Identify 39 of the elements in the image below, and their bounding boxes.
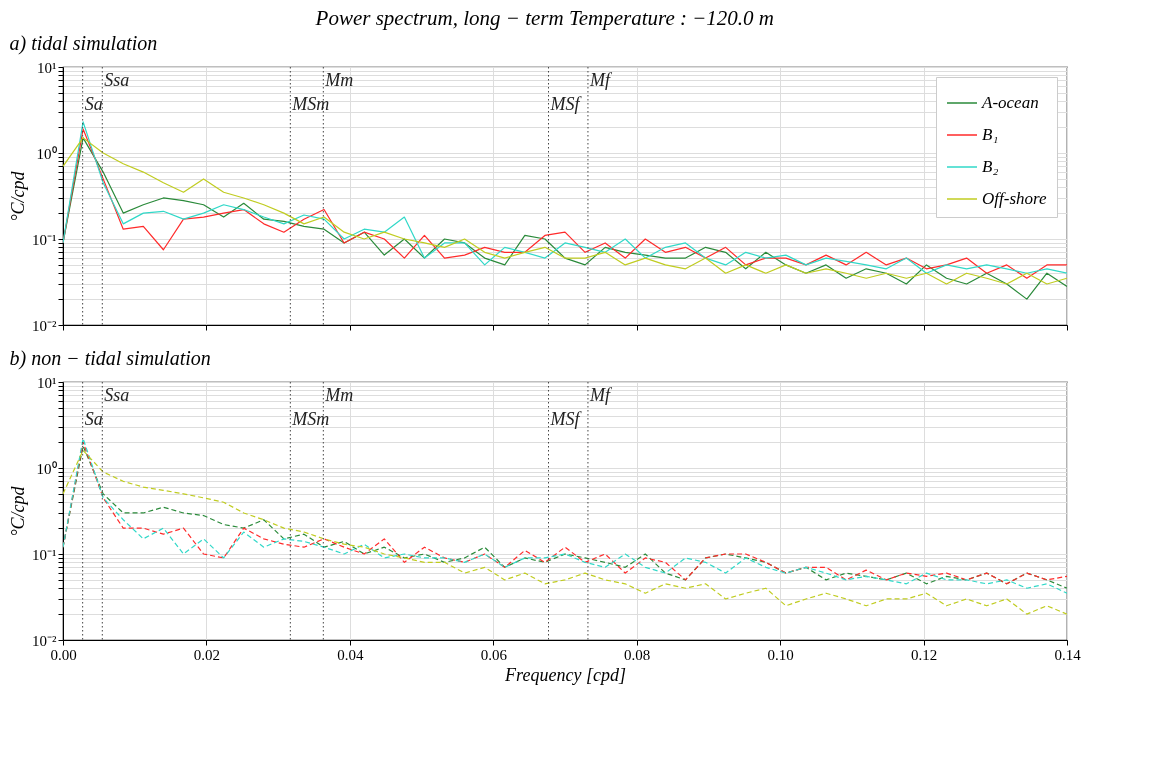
y-tick-label: 10⁰ (36, 460, 57, 477)
x-axis-title: Frequency [cpd] (504, 664, 626, 685)
x-tick-label: 0.04 (337, 646, 364, 663)
x-tick-label: 0.00 (50, 646, 77, 663)
ref-line-label: Mf (588, 70, 613, 90)
y-tick-label: 10⁻² (32, 632, 57, 649)
y-tick-label: 10⁻¹ (32, 546, 57, 563)
ref-line-label: Sa (84, 409, 103, 429)
y-axis-title: °C/cpd (8, 485, 28, 537)
y-tick-label: 10¹ (37, 374, 57, 391)
ref-line-label: MSm (291, 94, 330, 114)
legend-label: B₂ (982, 157, 999, 176)
y-tick-label: 10¹ (37, 59, 57, 76)
ref-line-label: MSm (291, 409, 330, 429)
ref-line-label: Ssa (104, 385, 130, 405)
y-axis-title: °C/cpd (8, 170, 28, 222)
ref-line-label: MSf (549, 409, 583, 429)
ref-line-label: Mm (324, 70, 354, 90)
ref-line-label: Mm (324, 385, 354, 405)
x-tick-label: 0.10 (767, 646, 794, 663)
legend-label: B₁ (982, 125, 999, 144)
x-tick-label: 0.14 (1054, 646, 1082, 663)
x-tick-label: 0.08 (624, 646, 651, 663)
line-series (63, 449, 1067, 615)
y-tick-label: 10⁻¹ (32, 231, 57, 248)
chart-subtitle: a) tidal simulation (9, 32, 158, 55)
ref-line-label: MSf (549, 94, 583, 114)
x-tick-label: 0.06 (480, 646, 508, 663)
ref-line-label: Mf (588, 385, 613, 405)
ref-line-label: Sa (84, 94, 103, 114)
y-tick-label: 10⁻² (32, 317, 57, 334)
chart-title: Power spectrum, long − term Temperature : −120.0 m (314, 6, 775, 31)
x-tick-label: 0.02 (193, 646, 221, 663)
y-tick-label: 10⁰ (36, 145, 57, 162)
chart-title: b) non − tidal simulation (9, 347, 211, 370)
x-tick-label: 0.12 (910, 646, 938, 663)
legend-label: A-ocean (981, 93, 1039, 112)
legend-label: Off-shore (982, 189, 1047, 208)
ref-line-label: Ssa (104, 70, 130, 90)
